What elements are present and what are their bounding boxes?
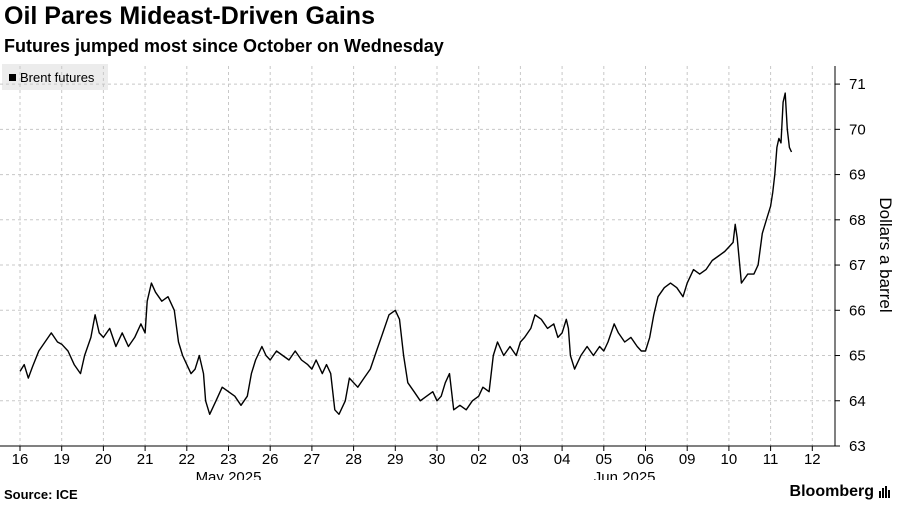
x-tick-label: 16 — [12, 451, 29, 468]
y-tick-label: 70 — [849, 121, 866, 138]
series-line-brent-futures — [19, 92, 793, 415]
x-month-label: Jun 2025 — [594, 469, 656, 480]
y-tick-label: 71 — [849, 76, 866, 93]
x-tick-label: 05 — [595, 451, 612, 468]
legend-label: Brent futures — [20, 69, 95, 85]
y-tick-label: 68 — [849, 212, 866, 229]
line-chart: 63 64 65 66 67 68 69 70 71 16 19 20 21 22 23 26 27 28 29 3… — [0, 66, 895, 480]
x-tick-label: 27 — [304, 451, 321, 468]
x-tick-label: 23 — [220, 451, 237, 468]
x-tick-label: 26 — [262, 451, 279, 468]
y-tick-label: 65 — [849, 348, 866, 365]
x-tick-label: 12 — [804, 451, 821, 468]
x-tick-label: 22 — [178, 451, 195, 468]
bloomberg-icon — [879, 486, 890, 498]
y-axis: 63 64 65 66 67 68 69 70 71 — [835, 76, 866, 455]
x-tick-label: 19 — [53, 451, 70, 468]
y-axis-label: Dollars a barrel — [876, 197, 895, 312]
y-tick-label: 67 — [849, 257, 866, 274]
x-axis: 16 19 20 21 22 23 26 27 28 29 30 02 03 04 05 06 09 10 11 12… — [12, 446, 821, 480]
brand-logo: Bloomberg — [790, 483, 892, 501]
x-month-label: May 2025 — [196, 469, 262, 480]
x-tick-label: 29 — [387, 451, 404, 468]
x-tick-label: 06 — [637, 451, 654, 468]
chart-subtitle: Futures jumped most since October on Wed… — [4, 36, 444, 56]
x-tick-label: 03 — [512, 451, 529, 468]
source-note: Source: ICE — [4, 487, 78, 502]
x-tick-label: 10 — [721, 451, 738, 468]
y-tick-label: 64 — [849, 393, 866, 410]
y-tick-label: 69 — [849, 167, 866, 184]
grid-lines — [0, 66, 835, 447]
x-tick-label: 04 — [554, 451, 571, 468]
x-tick-label: 28 — [345, 451, 362, 468]
y-tick-label: 66 — [849, 302, 866, 319]
x-tick-label: 09 — [679, 451, 696, 468]
x-tick-label: 20 — [95, 451, 112, 468]
x-tick-label: 11 — [763, 451, 779, 468]
x-tick-label: 30 — [429, 451, 446, 468]
brand-name: Bloomberg — [789, 483, 874, 500]
y-tick-label: 63 — [849, 438, 866, 455]
x-tick-label: 02 — [470, 451, 487, 468]
x-tick-label: 21 — [137, 451, 154, 468]
chart-title: Oil Pares Mideast-Driven Gains — [4, 2, 375, 30]
legend-swatch — [9, 73, 16, 81]
